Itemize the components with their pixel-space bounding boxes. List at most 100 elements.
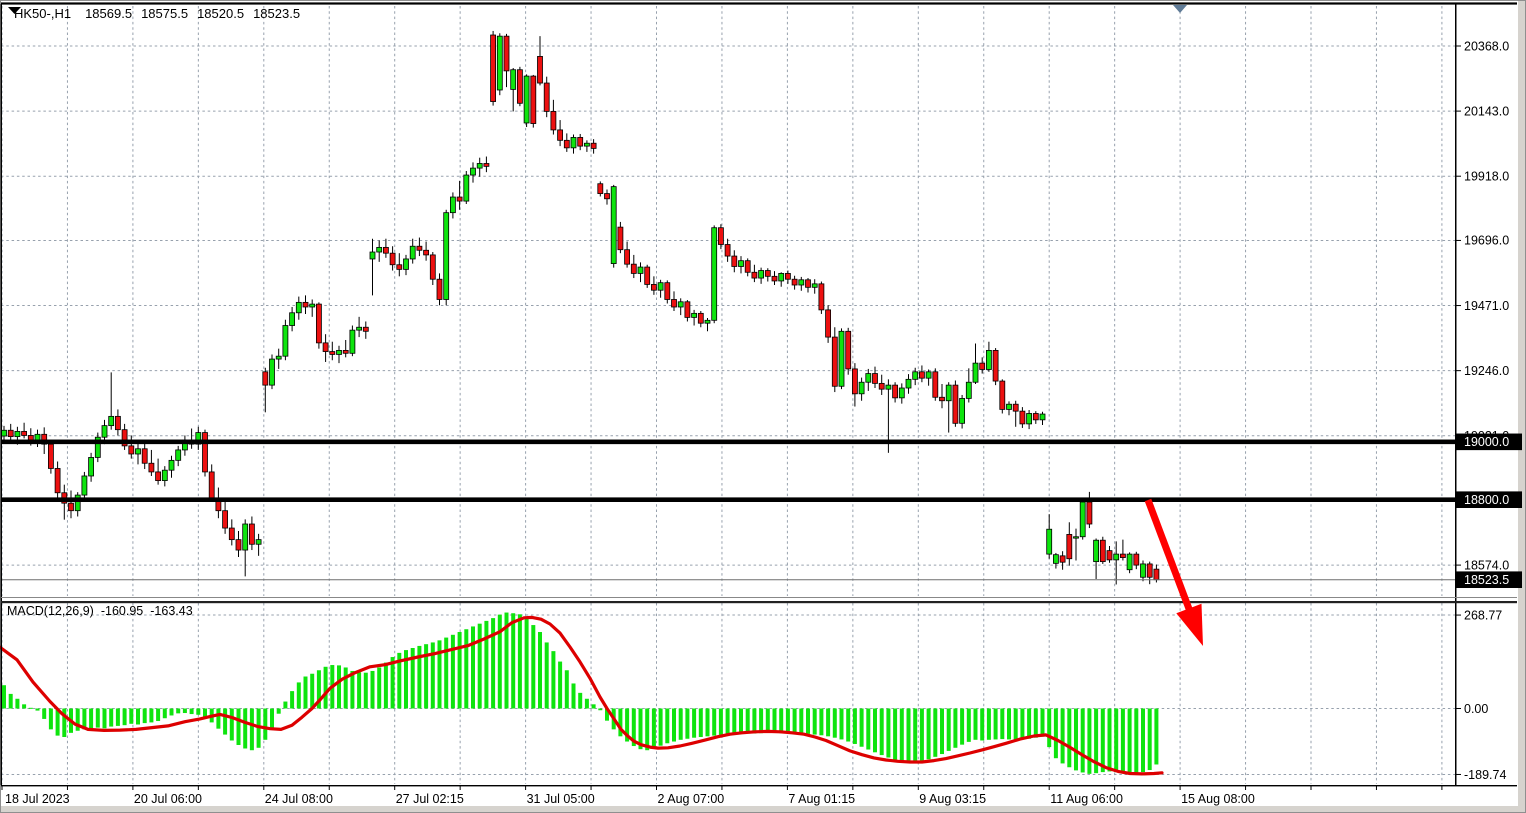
panel-splitter[interactable] — [1, 597, 1517, 598]
candle-bearish — [1099, 539, 1106, 563]
candle-bullish — [510, 69, 517, 90]
candle-bullish — [704, 319, 711, 324]
candle-bearish — [202, 432, 208, 473]
symbol-dropdown-triangle-icon[interactable] — [8, 6, 21, 15]
macd-histogram-bar — [303, 676, 308, 709]
macd-histogram-bar — [792, 708, 797, 734]
macd-indicator-label: MACD(12,26,9) -160.95 -163.43 — [7, 604, 200, 618]
candle-bearish — [7, 429, 14, 438]
symbol-ohlc-label: HK50-,H1 18569.5 18575.5 18520.5 18523.5 — [8, 6, 309, 21]
candle-bearish — [557, 129, 563, 141]
candle-bullish — [1113, 553, 1120, 561]
level-line-18800.0[interactable] — [1, 497, 1455, 503]
macd-histogram-bar — [1120, 708, 1125, 774]
macd-histogram-bar — [223, 708, 228, 735]
macd-histogram-bar — [22, 704, 27, 709]
candle-bearish — [1059, 555, 1066, 563]
macd-histogram-bar — [531, 625, 536, 709]
candle-bearish — [530, 75, 537, 124]
macd-histogram-bar — [390, 657, 395, 709]
candle-bearish — [845, 330, 852, 370]
candle-bearish — [751, 271, 758, 279]
time-tick-label: 15 Aug 08:00 — [1181, 792, 1255, 806]
arrow-head[interactable] — [1176, 603, 1203, 646]
macd-histogram-bar — [343, 667, 348, 709]
macd-histogram-bar — [1100, 708, 1105, 773]
arrow-shaft[interactable] — [1144, 498, 1194, 614]
chart-shift-marker-icon[interactable] — [1173, 5, 1187, 13]
candle-bearish — [1106, 550, 1113, 561]
price-tick-label: 19246.0 — [1464, 364, 1509, 378]
macd-histogram-bar — [899, 708, 904, 762]
macd-histogram-bar — [397, 652, 402, 709]
macd-histogram-bar — [196, 708, 201, 715]
quote-low: 18520.5 — [197, 6, 245, 21]
macd-histogram-bar — [169, 708, 174, 716]
support-resistance-lines[interactable] — [1, 439, 1455, 503]
candle-bullish — [1039, 413, 1046, 421]
macd-histogram-bar — [1060, 708, 1065, 764]
candle-bullish — [242, 523, 249, 551]
macd-histogram-bar — [772, 708, 777, 733]
candle-bullish — [898, 387, 905, 399]
candle-bearish — [952, 384, 959, 424]
candle-bullish — [295, 301, 302, 314]
macd-histogram-bar — [919, 708, 924, 761]
candle-bearish — [852, 368, 858, 395]
macd-histogram-bar — [491, 618, 496, 709]
candle-bearish — [724, 244, 731, 257]
macd-histogram-bar — [584, 698, 589, 709]
candle-bearish — [825, 309, 831, 338]
candle-bullish — [496, 35, 503, 91]
candle-bullish — [1079, 501, 1086, 538]
level-line-19000.0[interactable] — [1, 439, 1455, 445]
macd-histogram-bar — [477, 623, 482, 709]
macd-histogram-bar — [243, 708, 248, 749]
candle-bearish — [396, 264, 403, 270]
candle-bullish — [610, 186, 617, 264]
candle-bearish — [671, 299, 677, 308]
candle-bearish — [1133, 553, 1140, 566]
candle-bearish — [818, 283, 825, 311]
macd-histogram-bar — [906, 708, 911, 763]
candle-bearish — [322, 342, 329, 352]
candle-bullish — [1093, 539, 1099, 563]
quote-high: 18575.5 — [141, 6, 189, 21]
candle-bearish — [416, 245, 423, 251]
macd-histogram-bar — [812, 708, 817, 735]
candle-bullish — [838, 330, 845, 387]
candle-bearish — [590, 142, 597, 149]
symbol-period-label: HK50-,H1 — [14, 6, 72, 21]
candle-bullish — [1046, 528, 1053, 555]
macd-histogram-bar — [631, 708, 636, 747]
price-tick-label: 20368.0 — [1464, 39, 1509, 53]
candle-bearish — [517, 69, 523, 104]
trend-arrow-annotation[interactable] — [1144, 498, 1203, 646]
candle-bearish — [141, 448, 148, 464]
candle-bearish — [1120, 553, 1126, 558]
macd-histogram-bar — [1020, 708, 1025, 740]
macd-histogram-bar — [82, 708, 87, 730]
candle-bearish — [483, 163, 490, 167]
candle-bearish — [1146, 563, 1153, 578]
candle-bearish — [563, 139, 570, 149]
macd-histogram-bar — [28, 707, 33, 709]
candle-bearish — [550, 110, 557, 131]
candle-bullish — [336, 349, 342, 355]
candle-bearish — [436, 278, 443, 300]
time-axis-labels: 18 Jul 2023 20 Jul 06:00 24 Jul 08:00 27 Ju… — [1, 786, 1443, 806]
macd-histogram-bar — [182, 708, 187, 714]
macd-histogram-bar — [893, 708, 898, 760]
candle-bearish — [651, 284, 657, 291]
macd-histogram-bar — [504, 612, 509, 709]
candle-bearish — [423, 249, 430, 256]
price-axis[interactable] — [1457, 4, 1517, 785]
macd-histogram-bar — [1053, 708, 1058, 759]
macd-histogram-bar — [645, 708, 650, 751]
macd-histogram-bar — [102, 708, 107, 729]
macd-histogram-bar — [142, 708, 147, 724]
macd-histogram-bar — [249, 708, 254, 751]
macd-histogram-bar — [1141, 708, 1145, 773]
macd-histogram-bar — [933, 708, 938, 757]
